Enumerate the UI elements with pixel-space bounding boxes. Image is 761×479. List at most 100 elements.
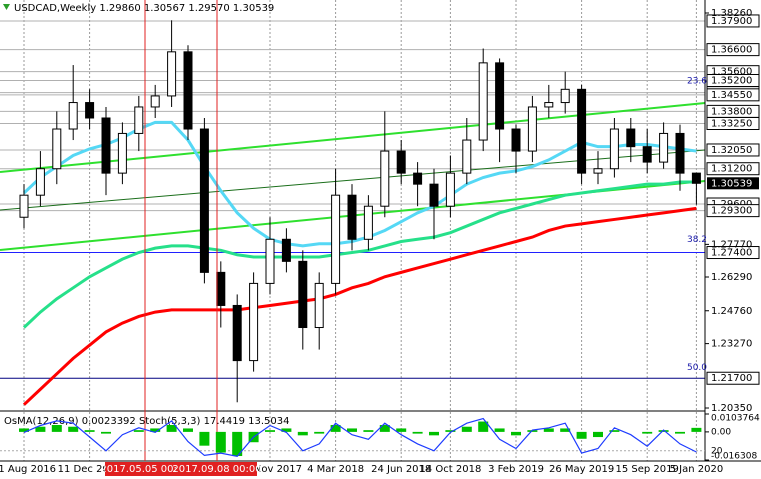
fib-label: 50.0 bbox=[687, 363, 707, 373]
osma-bar bbox=[51, 424, 62, 432]
candle-body bbox=[659, 132, 669, 163]
candle-body bbox=[281, 238, 291, 262]
candle-body bbox=[314, 282, 324, 329]
y-tick-label: 1.23270 bbox=[711, 339, 752, 350]
fib-label: 38.2 bbox=[687, 235, 707, 245]
osma-bar bbox=[166, 424, 177, 432]
level-label: 1.33250 bbox=[711, 119, 752, 130]
candle-body bbox=[626, 128, 636, 148]
candle-body bbox=[675, 132, 685, 174]
moving-average bbox=[22, 180, 697, 329]
x-tick-label: 14 Oct 2018 bbox=[419, 464, 481, 475]
candle-body bbox=[216, 271, 226, 306]
x-tick-label: 5 Jan 2020 bbox=[670, 464, 724, 475]
last-price-label: 1.30539 bbox=[711, 178, 752, 189]
candle-body bbox=[85, 102, 95, 119]
osma-bar bbox=[658, 430, 669, 432]
level-label: 1.29300 bbox=[711, 206, 752, 217]
osma-bar bbox=[232, 431, 243, 457]
osma-bar bbox=[675, 431, 685, 434]
osma-bar bbox=[183, 428, 193, 432]
y-tick-label: 1.27770 bbox=[711, 239, 752, 250]
candle-body bbox=[52, 128, 62, 170]
level-label: 1.27400 bbox=[711, 248, 752, 259]
osma-bar bbox=[281, 428, 292, 432]
x-tick-label: 11 Dec 2016 bbox=[58, 464, 122, 475]
y-tick-label: 0.00 bbox=[711, 427, 731, 437]
candle-body bbox=[445, 172, 455, 207]
candle-body bbox=[429, 183, 439, 207]
candle-body bbox=[544, 102, 554, 108]
crosshair-label: 2017.09.08 00:00 bbox=[172, 464, 261, 475]
osma-bar bbox=[527, 430, 538, 432]
y-tick-label: 0.0103764 bbox=[711, 414, 760, 424]
osma-bar bbox=[429, 431, 439, 436]
candle-body bbox=[577, 88, 587, 174]
osma-bar bbox=[379, 424, 390, 432]
candle-body bbox=[117, 132, 127, 174]
crosshair-label: 2017.05.05 00:00 bbox=[100, 464, 189, 475]
osma-bar bbox=[412, 431, 423, 434]
osma-bar bbox=[494, 428, 505, 432]
candle-body bbox=[560, 88, 570, 104]
candle-body bbox=[331, 194, 341, 284]
grid bbox=[0, 0, 705, 461]
osma-bar bbox=[133, 430, 144, 432]
level-box bbox=[706, 43, 760, 57]
level-label: 1.34550 bbox=[711, 90, 752, 101]
level-label: 1.35600 bbox=[711, 67, 752, 78]
candle-body bbox=[150, 95, 160, 108]
candle-body bbox=[495, 62, 505, 130]
x-tick-label: 3 Feb 2019 bbox=[488, 464, 544, 475]
osma-bar bbox=[642, 431, 653, 434]
osma-bar bbox=[445, 430, 456, 432]
y-tick-label: 1.24760 bbox=[711, 306, 752, 317]
osma-bar bbox=[461, 426, 472, 432]
candle-body bbox=[347, 194, 357, 240]
crosshair-box bbox=[177, 462, 257, 476]
trendline bbox=[0, 102, 706, 173]
x-tick-label: 4 Mar 2018 bbox=[307, 464, 364, 475]
candle-body bbox=[68, 102, 78, 130]
fib-label: 23.6 bbox=[687, 77, 707, 87]
candle-body bbox=[478, 62, 488, 141]
osma-bar bbox=[543, 428, 554, 432]
x-tick-label: 15 Sep 2019 bbox=[616, 464, 679, 475]
level-label: 1.36600 bbox=[711, 45, 752, 56]
candle-body bbox=[462, 139, 472, 174]
level-box bbox=[706, 14, 760, 28]
level-box bbox=[706, 117, 760, 131]
x-tick-label: 12 Nov 2017 bbox=[238, 464, 302, 475]
level-label: 1.31200 bbox=[711, 164, 752, 175]
stochastic-line bbox=[23, 417, 697, 457]
y-tick-label: 1.38260 bbox=[711, 8, 752, 19]
level-box bbox=[706, 371, 760, 385]
candle-body bbox=[232, 304, 242, 362]
crosshair-box bbox=[105, 462, 185, 476]
level-label: 1.21700 bbox=[711, 373, 752, 384]
candle-body bbox=[101, 117, 111, 174]
y-tick-label: 1.26290 bbox=[711, 272, 752, 283]
candle-body bbox=[199, 128, 209, 273]
level-box bbox=[706, 143, 760, 157]
level-label: 1.32050 bbox=[711, 145, 752, 156]
osma-bar bbox=[511, 431, 521, 436]
candle-body bbox=[396, 150, 406, 174]
candle-body bbox=[35, 168, 45, 196]
candle-body bbox=[167, 51, 177, 97]
candle-body bbox=[298, 260, 308, 329]
moving-average bbox=[22, 206, 697, 406]
oscillator-title: OsMA(12,26,9) 0.0023392 Stoch(5,3,3) 17.… bbox=[4, 416, 290, 427]
candle-body bbox=[265, 238, 275, 284]
level-label: 1.35200 bbox=[711, 76, 752, 87]
candle-body bbox=[593, 168, 603, 174]
candle-body bbox=[363, 205, 373, 240]
candle-body bbox=[380, 150, 390, 207]
osma-bar bbox=[478, 421, 489, 432]
osma-bar bbox=[396, 428, 407, 432]
osma-bar bbox=[19, 428, 29, 432]
candle-body bbox=[511, 128, 521, 152]
